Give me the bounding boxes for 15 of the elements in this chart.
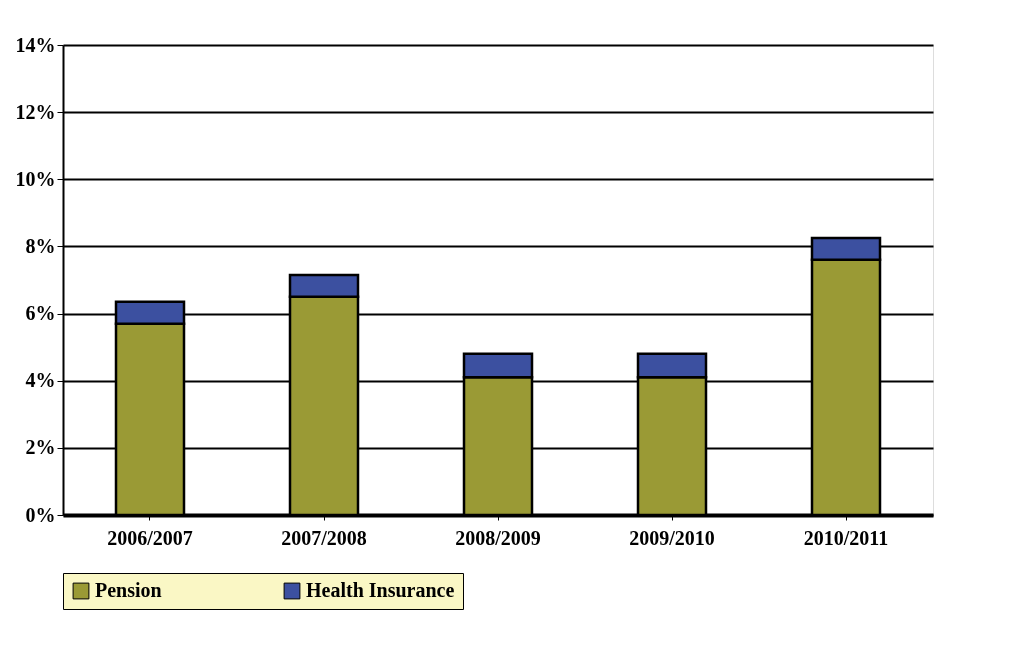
legend-label: Pension — [95, 579, 162, 601]
y-tick-label: 10% — [15, 167, 56, 190]
x-tick-label: 2009/2010 — [629, 526, 715, 549]
y-tick-label: 6% — [25, 302, 56, 325]
x-tick-label: 2010/2011 — [803, 526, 889, 549]
x-tick-label: 2008/2009 — [455, 526, 541, 549]
y-tick-label: 0% — [25, 503, 56, 526]
y-tick-label: 4% — [25, 369, 56, 392]
y-tick-label: 8% — [25, 234, 56, 257]
y-tick-label: 2% — [25, 436, 56, 459]
x-tick-label: 2007/2008 — [281, 526, 367, 549]
y-tick-label: 14% — [15, 33, 56, 56]
legend-label: Health Insurance — [306, 579, 455, 601]
x-tick-label: 2006/2007 — [107, 526, 193, 549]
y-tick-label: 12% — [15, 100, 56, 123]
